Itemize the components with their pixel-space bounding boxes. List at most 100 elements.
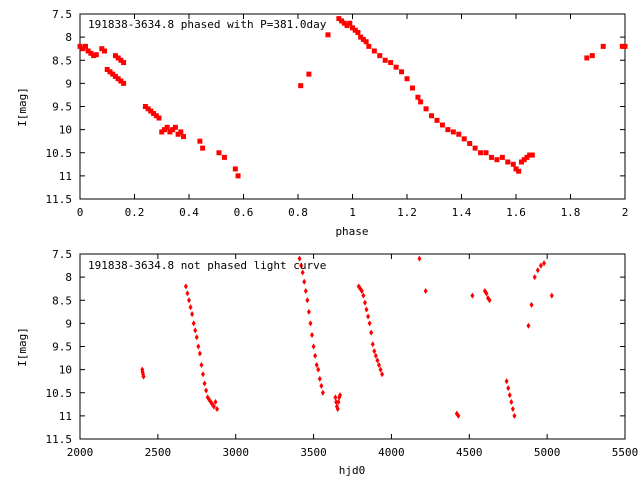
phased-y-tick-label: 11 (59, 170, 72, 183)
phased-y-tick-label: 7.5 (52, 8, 72, 21)
phased-data-point (584, 55, 590, 61)
phased-data-point (112, 53, 118, 59)
unphased-data-point (367, 320, 372, 327)
unphased-data-point (535, 267, 540, 274)
phased-x-tick-label: 0.6 (234, 206, 254, 219)
unphased-data-point (529, 301, 534, 308)
phased-data-point (505, 159, 511, 165)
phased-data-point (110, 71, 116, 77)
phased-data-point (344, 23, 350, 29)
unphased-data-point (456, 412, 461, 419)
phased-data-point (170, 127, 176, 133)
unphased-x-axis-label: hjd0 (339, 464, 366, 477)
unphased-data-point (335, 405, 340, 412)
phased-data-point (622, 43, 628, 49)
phased-data-point (524, 154, 530, 160)
unphased-x-tick-label: 2000 (67, 446, 94, 459)
unphased-x-ticks: 2000 2500 3000 3500 4000 4500 5000 5500 (67, 254, 638, 459)
phased-y-tick-label: 8 (65, 31, 72, 44)
phased-data-point (306, 71, 312, 77)
phased-data-point (181, 134, 187, 140)
phased-chart-title: 191838-3634.8 phased with P=381.0day (88, 18, 327, 31)
phased-data-point (77, 43, 83, 49)
unphased-data-point (510, 405, 515, 412)
phased-data-point (352, 27, 358, 33)
unphased-x-tick-label: 4500 (456, 446, 483, 459)
unphased-y-tick-label: 11.5 (46, 433, 73, 446)
unphased-data-points (140, 255, 554, 419)
unphased-data-point (375, 357, 380, 364)
phased-data-point (82, 43, 88, 49)
unphased-data-point (196, 343, 201, 350)
phased-data-point (178, 129, 184, 135)
unphased-data-point (191, 320, 196, 327)
unphased-data-point (509, 399, 514, 405)
phased-data-point (521, 157, 527, 163)
phased-y-tick-label: 9.5 (52, 101, 72, 114)
phased-data-point (527, 152, 533, 158)
unphased-data-point (310, 331, 315, 338)
phased-data-point (600, 43, 606, 49)
phased-data-point (172, 124, 178, 130)
unphased-data-point (359, 288, 364, 294)
phased-x-tick-label: 0 (77, 206, 84, 219)
phased-data-point (148, 108, 154, 114)
unphased-data-point (306, 308, 311, 315)
phased-x-axis-label: phase (335, 225, 368, 238)
unphased-data-point (380, 371, 385, 378)
phased-data-point (350, 25, 355, 31)
phased-data-point (91, 53, 97, 59)
phased-data-point (423, 106, 429, 112)
unphased-y-tick-label: 9 (65, 317, 72, 330)
phased-data-point (118, 57, 124, 63)
unphased-data-point (211, 403, 216, 410)
phased-x-tick-label: 1.8 (561, 206, 581, 219)
phased-data-point (298, 83, 304, 89)
phased-data-point (429, 113, 435, 119)
unphased-data-point (376, 362, 381, 368)
phased-data-point (450, 129, 456, 135)
unphased-y-ticks: 7.5 8 8.5 9 9.5 10 10.5 11 11.5 (46, 248, 625, 446)
unphased-chart: 2000 2500 3000 3500 4000 4500 5000 5500 7.5 8 8.5… (16, 248, 638, 477)
unphased-data-point (470, 292, 475, 299)
phased-data-point (371, 48, 377, 54)
unphased-y-tick-label: 10.5 (46, 387, 73, 400)
phased-data-point (325, 32, 331, 38)
phased-x-tick-label: 1 (349, 206, 356, 219)
unphased-data-point (313, 352, 318, 359)
phased-data-point (153, 113, 159, 119)
unphased-data-point (538, 262, 543, 269)
phased-data-point (216, 150, 222, 156)
unphased-data-point (316, 366, 321, 373)
unphased-y-tick-label: 8.5 (52, 294, 72, 307)
unphased-data-point (549, 292, 554, 299)
unphased-data-point (185, 290, 190, 297)
unphased-data-point (512, 412, 517, 419)
phased-data-point (121, 80, 127, 86)
phased-data-point (377, 53, 383, 59)
unphased-data-point (319, 382, 324, 389)
phased-data-point (80, 46, 86, 52)
phased-data-point (461, 136, 467, 142)
unphased-data-point (338, 392, 343, 399)
phased-data-point (99, 46, 105, 52)
unphased-data-point (215, 405, 220, 412)
unphased-data-point (201, 371, 206, 378)
unphased-y-axis-label: I[mag] (16, 327, 29, 367)
phased-data-point (366, 43, 372, 49)
phased-x-tick-label: 1.4 (452, 206, 472, 219)
unphased-data-point (305, 297, 310, 304)
phased-data-point (418, 99, 424, 105)
unphased-data-point (317, 375, 322, 382)
phased-data-point (164, 124, 170, 130)
phased-data-point (161, 127, 167, 133)
unphased-data-point (378, 366, 383, 373)
phased-y-tick-label: 9 (65, 77, 72, 90)
phased-data-point (439, 122, 445, 128)
phased-data-point (115, 55, 121, 61)
unphased-data-point (334, 399, 339, 405)
unphased-data-point (141, 373, 146, 380)
unphased-data-point (369, 329, 374, 336)
unphased-data-point (362, 299, 367, 306)
